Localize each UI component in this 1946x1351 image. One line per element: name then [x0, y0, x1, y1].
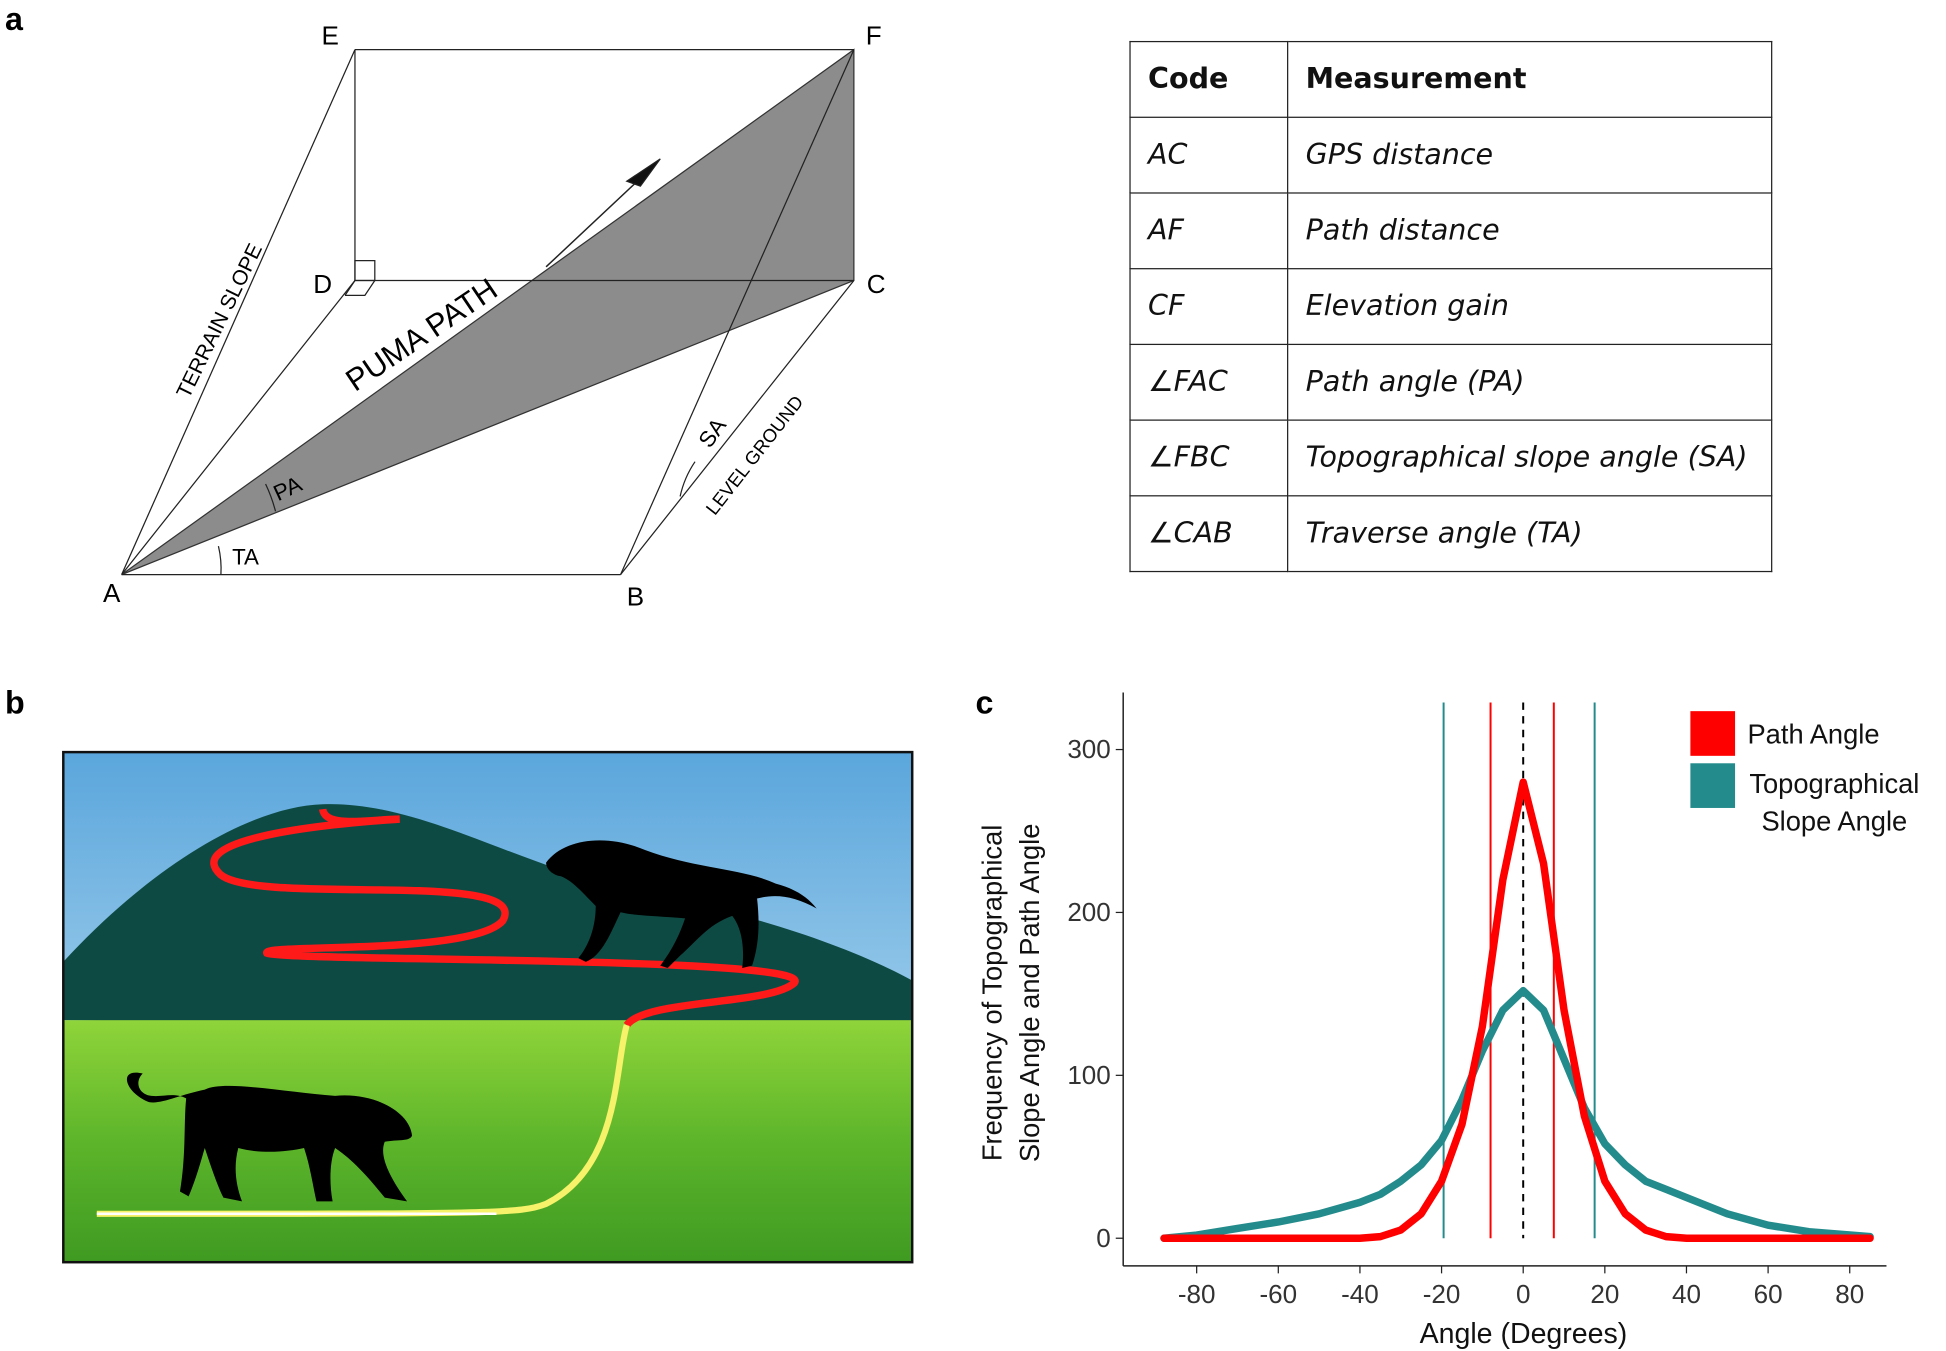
- table-row: AC GPS distance: [1129, 116, 1773, 194]
- diagram-label: SA: [694, 413, 732, 452]
- y-tick-label: 0: [1096, 1223, 1111, 1253]
- x-tick-label: 20: [1590, 1279, 1619, 1309]
- table-cell: ∠FBC: [1129, 419, 1289, 497]
- point-label: F: [866, 21, 882, 51]
- table-row: AF Path distance: [1129, 192, 1773, 270]
- y-tick-label: 300: [1067, 734, 1110, 764]
- table-row: ∠FAC Path angle (PA): [1129, 343, 1773, 421]
- table-cell: AF: [1129, 192, 1289, 270]
- legend-swatch: [1690, 763, 1736, 808]
- x-tick-label: 40: [1672, 1279, 1701, 1309]
- series-line: [1160, 778, 1874, 1242]
- table-cell: ∠FAC: [1129, 343, 1289, 421]
- x-tick-label: -20: [1423, 1279, 1461, 1309]
- header-cell: Code: [1129, 40, 1289, 118]
- table-cell: CF: [1129, 268, 1289, 346]
- point-label: E: [321, 21, 338, 51]
- x-tick-label: -80: [1178, 1279, 1216, 1309]
- x-tick-label: 0: [1516, 1279, 1531, 1309]
- point-label: B: [627, 582, 644, 612]
- panel-label: a: [5, 1, 24, 37]
- y-tick-label: 200: [1067, 897, 1110, 927]
- table-row: CF Elevation gain: [1129, 268, 1773, 346]
- series-line: [1160, 986, 1874, 1242]
- table-row: ∠FBC Topographical slope angle (SA): [1129, 419, 1773, 497]
- legend-label: Topographical Slope Angle: [1749, 768, 1920, 837]
- chart: 0 100 200 300 -80 -60 -40 -20 0 20 40 60 80 Angle (De…: [1067, 692, 1887, 1350]
- table-cell: Elevation gain: [1287, 268, 1773, 346]
- x-tick-label: -40: [1341, 1279, 1379, 1309]
- diagram-label: TA: [232, 545, 259, 570]
- illustration: [62, 750, 914, 1264]
- point-label: A: [103, 578, 121, 608]
- panel-label: c: [976, 685, 994, 721]
- x-tick-label: 80: [1835, 1279, 1864, 1309]
- table-cell: AC: [1129, 116, 1289, 194]
- diagram-label: TERRAIN SLOPE: [172, 240, 267, 402]
- legend-swatch: [1690, 711, 1736, 756]
- table-cell: GPS distance: [1287, 116, 1773, 194]
- x-tick-label: 60: [1754, 1279, 1783, 1309]
- table-cell: Path distance: [1287, 192, 1773, 270]
- y-axis-label: Frequency of Topographical Slope Angle a…: [976, 823, 1046, 1163]
- table-row: ∠CAB Traverse angle (TA): [1129, 495, 1773, 573]
- x-tick-label: -60: [1259, 1279, 1297, 1309]
- table-cell: ∠CAB: [1129, 495, 1289, 573]
- header-cell: Measurement: [1287, 40, 1773, 118]
- table-cell: Traverse angle (TA): [1287, 495, 1773, 573]
- y-tick-label: 100: [1067, 1060, 1110, 1090]
- legend-label: Path Angle: [1747, 718, 1879, 749]
- point-label: D: [313, 269, 332, 299]
- panel-label: b: [5, 685, 25, 721]
- x-axis-label: Angle (Degrees): [1420, 1318, 1628, 1350]
- table-cell: Path angle (PA): [1287, 343, 1773, 421]
- table-header: Code Measurement: [1129, 40, 1773, 118]
- point-label: C: [867, 269, 886, 299]
- measurement-table: Code Measurement AC GPS distance AF Path di…: [1129, 40, 1773, 573]
- diagram-label: LEVEL GROUND: [701, 391, 807, 518]
- geometry-diagram: [121, 48, 855, 576]
- table-cell: Topographical slope angle (SA): [1287, 419, 1773, 497]
